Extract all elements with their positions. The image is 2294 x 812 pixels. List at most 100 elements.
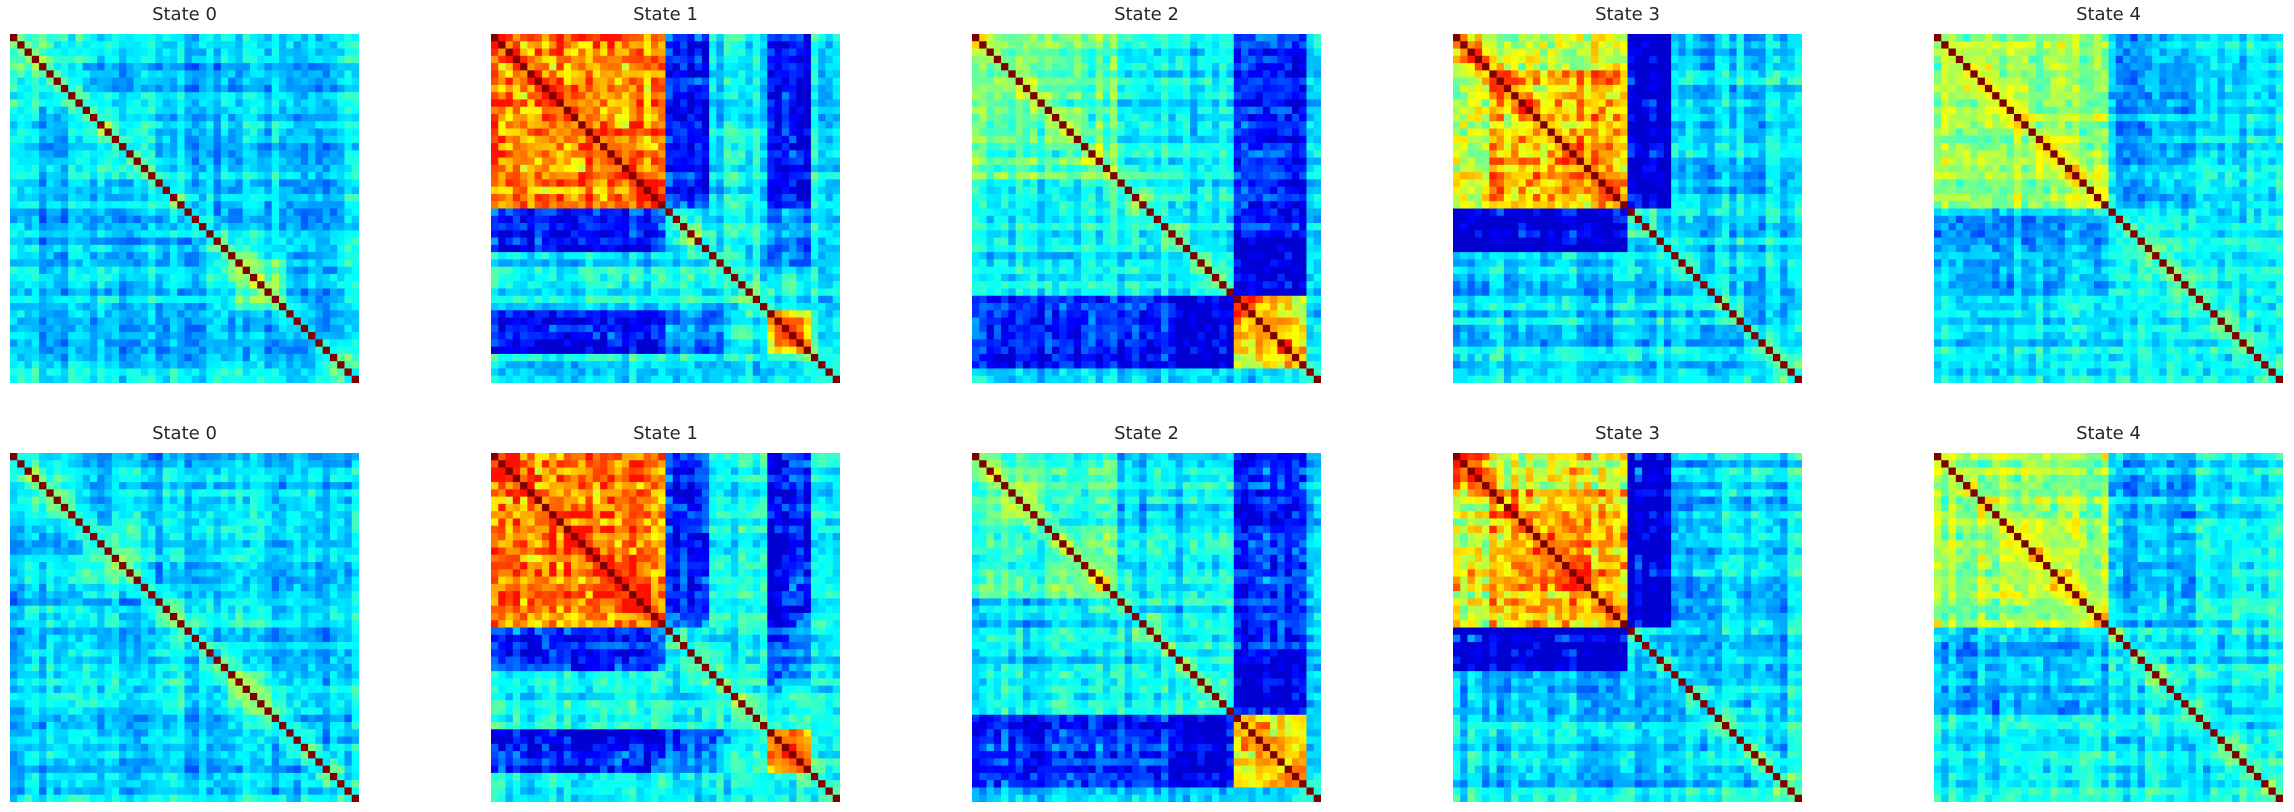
heatmap-cell	[607, 84, 616, 93]
heatmap-cell	[337, 121, 345, 129]
heatmap-cell	[220, 266, 229, 275]
heatmap-cell	[825, 172, 834, 180]
heatmap-cell	[60, 295, 69, 304]
heatmap-cell	[680, 128, 688, 137]
heatmap-cell	[556, 332, 565, 340]
heatmap-cell	[162, 223, 171, 231]
heatmap-cell	[53, 259, 62, 268]
heatmap-cell	[271, 157, 280, 166]
heatmap-cell	[97, 150, 105, 159]
heatmap-cell	[213, 346, 222, 355]
heatmap-cell	[133, 310, 142, 318]
heatmap-cell	[119, 99, 127, 108]
heatmap-cell	[344, 332, 353, 340]
heatmap-cell	[75, 281, 84, 289]
heatmap-cell	[329, 70, 338, 79]
heatmap-cell	[199, 244, 207, 253]
heatmap-cell	[498, 259, 506, 268]
heatmap-cell	[709, 215, 717, 224]
heatmap-cell	[337, 34, 345, 42]
heatmap-cell	[723, 55, 732, 64]
heatmap-cell	[249, 55, 258, 64]
heatmap-cell	[177, 346, 185, 355]
heatmap-cell	[636, 295, 645, 304]
heatmap-cell	[672, 332, 681, 340]
heatmap-cell	[155, 172, 164, 180]
heatmap-diagonal-cell	[169, 193, 178, 202]
heatmap-cell	[781, 208, 790, 217]
heatmap-cell	[293, 41, 302, 49]
heatmap-cell	[730, 77, 739, 86]
heatmap-cell	[235, 295, 244, 304]
heatmap-cell	[169, 113, 178, 122]
heatmap-cell	[264, 179, 273, 188]
heatmap-cell	[213, 34, 222, 42]
heatmap-cell	[796, 186, 805, 195]
heatmap-cell	[752, 230, 761, 238]
heatmap-cell	[148, 310, 156, 318]
heatmap-cell	[24, 113, 33, 122]
heatmap-cell	[767, 361, 775, 369]
heatmap-cell	[658, 186, 666, 195]
heatmap-cell	[308, 179, 316, 188]
heatmap-cell	[592, 252, 601, 260]
heatmap-cell	[1030, 70, 1038, 79]
heatmap-cell	[810, 303, 819, 311]
heatmap-cell	[293, 172, 302, 180]
heatmap-cell	[104, 303, 113, 311]
heatmap-cell	[213, 55, 222, 64]
heatmap-cell	[534, 259, 543, 268]
heatmap-cell	[541, 150, 550, 159]
heatmap-cell	[148, 288, 156, 297]
heatmap-cell	[1211, 63, 1220, 71]
heatmap-cell	[1277, 84, 1286, 93]
heatmap-cell	[126, 361, 135, 369]
heatmap-cell	[60, 317, 69, 326]
heatmap-cell	[680, 353, 688, 362]
heatmap-cell	[585, 244, 594, 253]
heatmap-cell	[789, 223, 797, 231]
heatmap-cell	[512, 332, 521, 340]
heatmap-cell	[578, 34, 586, 42]
heatmap-cell	[541, 339, 550, 348]
heatmap-cell	[658, 143, 666, 151]
heatmap-cell	[752, 353, 761, 362]
heatmap-cell	[104, 99, 113, 108]
heatmap-cell	[563, 164, 572, 173]
heatmap-cell	[24, 223, 33, 231]
heatmap-cell	[242, 113, 251, 122]
heatmap-cell	[789, 288, 797, 297]
heatmap-cell	[774, 63, 783, 71]
heatmap-cell	[17, 361, 25, 369]
heatmap-cell	[104, 332, 113, 340]
heatmap-cell	[89, 259, 98, 268]
heatmap-cell	[155, 324, 164, 333]
heatmap-cell	[31, 193, 40, 202]
heatmap-cell	[1255, 34, 1264, 42]
heatmap-cell	[498, 121, 506, 129]
heatmap-cell	[781, 288, 790, 297]
heatmap-cell	[213, 208, 222, 217]
heatmap-cell	[1241, 34, 1249, 42]
heatmap-cell	[578, 339, 586, 348]
heatmap-cell	[723, 143, 732, 151]
heatmap-cell	[986, 55, 995, 64]
heatmap-cell	[789, 164, 797, 173]
heatmap-diagonal-cell	[774, 317, 783, 326]
heatmap-cell	[17, 179, 25, 188]
heatmap-cell	[578, 324, 586, 333]
heatmap-cell	[111, 63, 120, 71]
heatmap-cell	[760, 324, 768, 333]
heatmap-cell	[308, 273, 316, 282]
heatmap-diagonal-cell	[760, 303, 768, 311]
heatmap-cell	[629, 295, 637, 304]
heatmap-cell	[993, 41, 1002, 49]
heatmap-cell	[1030, 84, 1038, 93]
heatmap-cell	[672, 295, 681, 304]
heatmap-cell	[723, 215, 732, 224]
heatmap-cell	[585, 157, 594, 166]
heatmap-cell	[723, 70, 732, 79]
heatmap-cell	[607, 288, 616, 297]
heatmap-cell	[39, 121, 47, 129]
heatmap-cell	[665, 121, 674, 129]
